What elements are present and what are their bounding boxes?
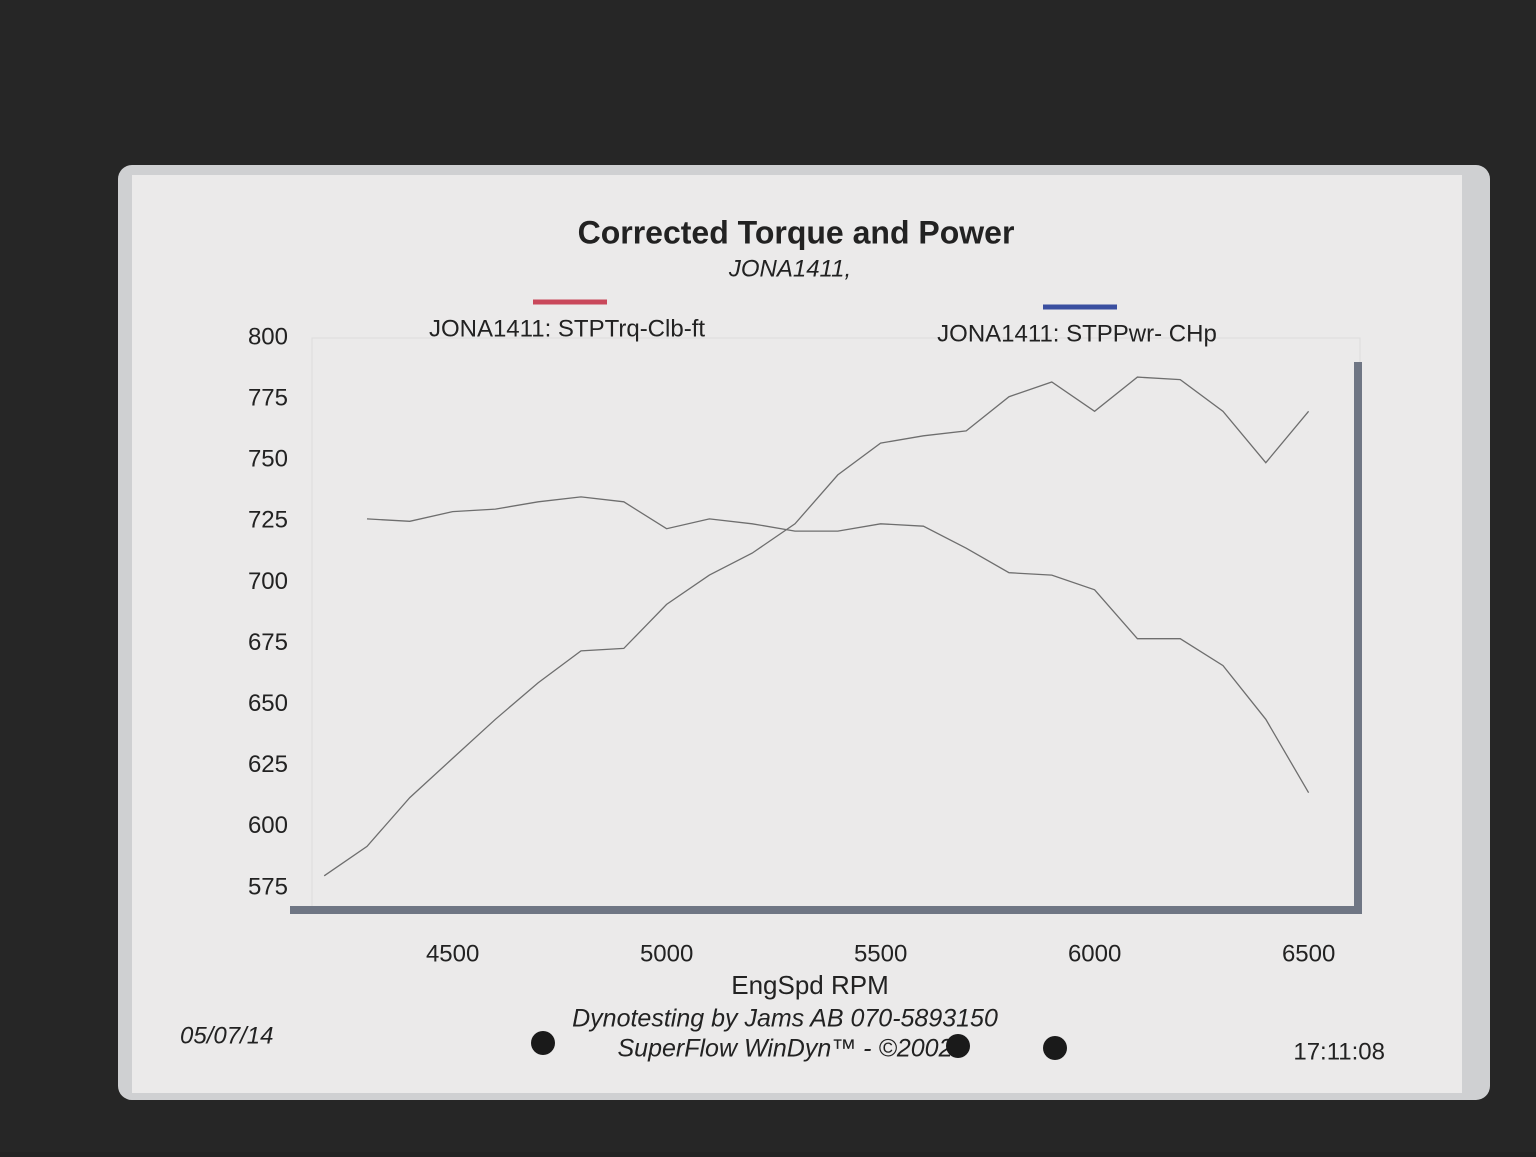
- legend-label: JONA1411: STPTrq-Clb-ft: [429, 315, 705, 342]
- y-tick-label: 600: [248, 812, 288, 839]
- x-axis-label: EngSpd RPM: [731, 970, 889, 1000]
- y-tick-label: 725: [248, 507, 288, 534]
- y-tick-label: 700: [248, 568, 288, 595]
- y-tick-label: 650: [248, 690, 288, 717]
- data-line: [323, 376, 1310, 877]
- footer-line: SuperFlow WinDyn™ - ©2002: [618, 1035, 953, 1063]
- y-tick-label: 625: [248, 751, 288, 778]
- punch-hole: [946, 1034, 970, 1058]
- chart-title: Corrected Torque and Power: [578, 214, 1015, 250]
- y-tick-label: 775: [248, 384, 288, 411]
- time: 17:11:08: [1293, 1038, 1385, 1065]
- y-tick-label: 675: [248, 629, 288, 656]
- x-tick-label: 6500: [1282, 940, 1335, 967]
- x-tick-label: 5500: [854, 940, 907, 967]
- legend-label: JONA1411: STPPwr- CHp: [937, 320, 1217, 347]
- x-tick-label: 5000: [640, 940, 693, 967]
- x-tick-label: 4500: [426, 940, 479, 967]
- chart-subtitle: JONA1411,: [728, 255, 851, 282]
- card: [132, 175, 1462, 1093]
- y-tick-label: 750: [248, 446, 288, 473]
- punch-hole: [531, 1031, 555, 1055]
- footer-line: Dynotesting by Jams AB 070-5893150: [572, 1005, 998, 1033]
- y-tick-label: 575: [248, 873, 288, 900]
- punch-hole: [1043, 1036, 1067, 1060]
- x-tick-label: 6000: [1068, 940, 1121, 967]
- data-line: [366, 496, 1310, 794]
- y-tick-label: 800: [248, 323, 288, 350]
- date: 05/07/14: [180, 1022, 273, 1049]
